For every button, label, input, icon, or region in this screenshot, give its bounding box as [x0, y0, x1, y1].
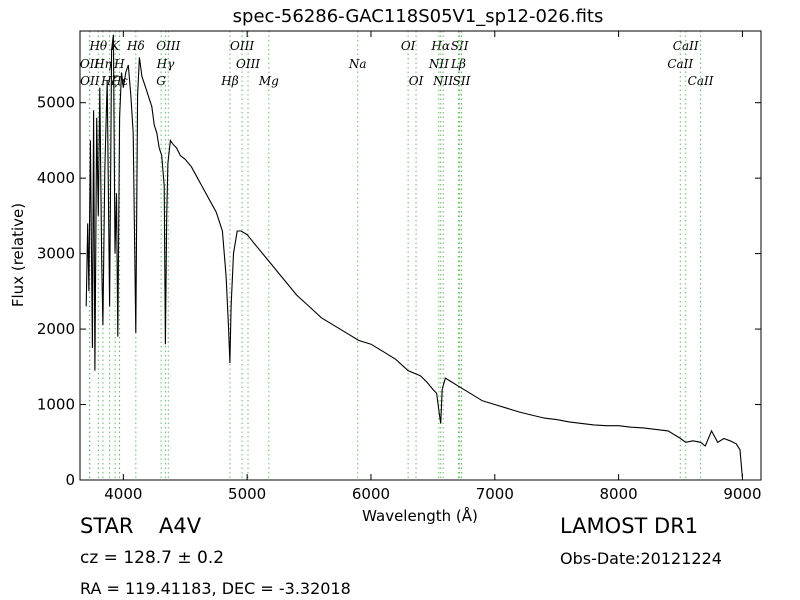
x-tick-label-5: 9000	[723, 485, 761, 503]
marker-label-17: OI	[401, 39, 416, 53]
survey-name: LAMOST DR1	[560, 514, 699, 538]
coordinates: RA = 119.41183, DEC = -3.32018	[80, 579, 351, 598]
y-tick-label-4: 4000	[37, 169, 75, 187]
spectrum-line	[85, 34, 743, 478]
y-axis: 0 1000 2000 3000 4000 5000	[37, 94, 761, 489]
redshift-cz: cz = 128.7 ± 0.2	[80, 548, 225, 568]
marker-label-3: OII	[80, 74, 100, 88]
marker-label-0: Hθ	[88, 39, 107, 53]
marker-label-21: NII	[428, 57, 449, 71]
x-axis: 4000 5000 6000 7000 8000 9000	[104, 31, 762, 503]
marker-label-20: SII	[451, 39, 469, 53]
marker-label-23: NII	[432, 74, 453, 88]
y-tick-label-5: 5000	[37, 94, 75, 112]
marker-label-5: K	[110, 39, 121, 53]
y-tick-label-2: 2000	[37, 320, 75, 338]
marker-label-26: CaII	[667, 57, 693, 71]
plot-frame	[79, 30, 762, 481]
marker-label-10: Hγ	[156, 57, 175, 71]
marker-label-12: OIII	[230, 39, 254, 53]
x-axis-label: Wavelength (Å)	[362, 506, 478, 525]
marker-label-16: Na	[348, 57, 367, 71]
marker-label-27: CaII	[688, 74, 714, 88]
marker-label-24: SII	[453, 74, 471, 88]
marker-label-22: Lβ	[450, 57, 466, 71]
y-tick-label-3: 3000	[37, 245, 75, 263]
y-axis-label: Flux (relative)	[9, 203, 27, 307]
marker-label-25: CaII	[673, 39, 699, 53]
marker-label-8: Hδ	[126, 39, 145, 53]
marker-label-9: OIII	[156, 39, 180, 53]
marker-label-2: Hη	[93, 57, 112, 71]
marker-label-18: OI	[409, 74, 424, 88]
observation-date: Obs-Date:20121224	[560, 549, 722, 568]
object-class: STAR	[80, 514, 134, 538]
marker-label-19: Hα	[430, 39, 450, 53]
x-tick-label-1: 5000	[228, 485, 266, 503]
marker-label-14: Hβ	[220, 74, 238, 88]
y-tick-label-0: 0	[65, 471, 75, 489]
marker-label-11: G	[156, 74, 166, 88]
y-tick-label-1: 1000	[37, 396, 75, 414]
x-tick-label-0: 4000	[104, 485, 142, 503]
line-markers: HθOIIHηOIIHζKHHεHδOIIIHγGOIIIOIIIHβMgNaO…	[80, 31, 714, 480]
object-subclass: A4V	[159, 514, 202, 538]
x-tick-label-2: 6000	[352, 485, 390, 503]
x-tick-label-3: 7000	[476, 485, 514, 503]
chart-title: spec-56286-GAC118S05V1_sp12-026.fits	[233, 6, 604, 27]
x-tick-label-4: 8000	[600, 485, 638, 503]
marker-label-15: Mg	[258, 74, 279, 88]
marker-label-13: OIII	[236, 57, 260, 71]
